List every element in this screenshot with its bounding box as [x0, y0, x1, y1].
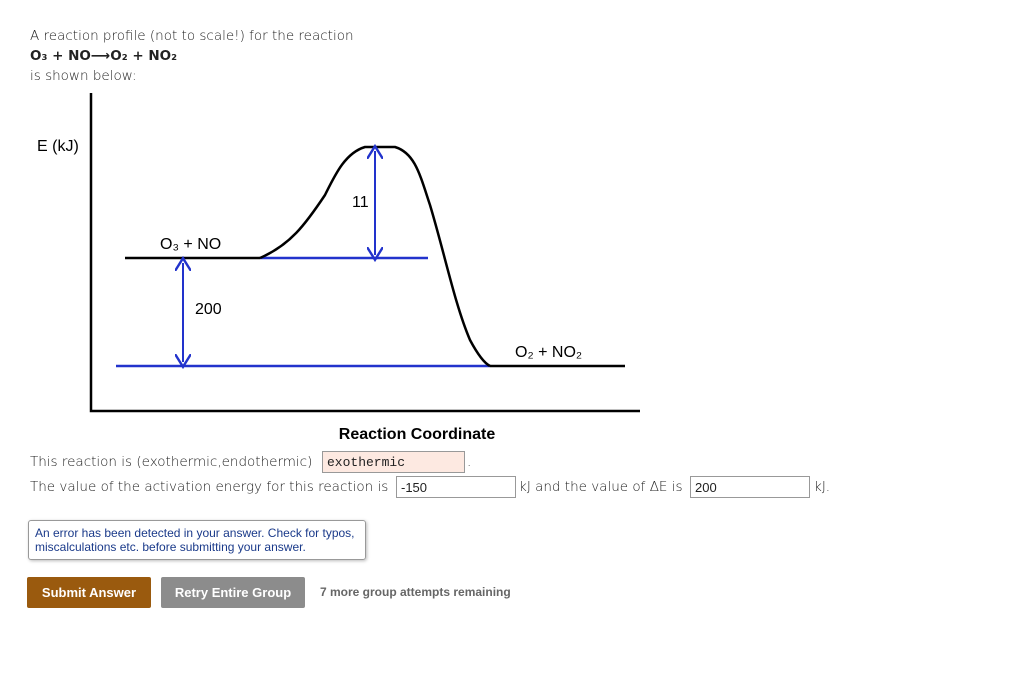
question-text: The value of the activation energy for t…	[30, 479, 389, 495]
intro-text: is shown below:	[30, 68, 137, 84]
reactants-label: O₃ + NO	[160, 236, 221, 253]
answer-input[interactable]: exothermic	[322, 451, 465, 473]
difference-label: 200	[195, 301, 222, 318]
products-label: O₂ + NO₂	[515, 344, 582, 361]
answer-input[interactable]: -150	[396, 476, 516, 498]
energy-curve	[259, 145, 491, 368]
answer-input[interactable]: 200	[690, 476, 810, 498]
question-text: kJ.	[814, 479, 831, 495]
question-text: This reaction is (exothermic,endothermic…	[30, 454, 313, 470]
question-text: kJ and the value of ΔE is	[519, 479, 683, 495]
intro-text: A reaction profile (not to scale!) for t…	[30, 28, 354, 44]
activation-label: 11	[352, 194, 369, 211]
y-axis-label: E (kJ)	[37, 138, 79, 155]
x-axis-label: Reaction Coordinate	[339, 426, 496, 443]
retry-button[interactable]: Retry Entire Group	[161, 577, 305, 608]
axes	[89, 93, 640, 413]
reaction-diagram: E (kJ) O₃ + NO 11 200 O₂ + NO₂ Reaction …	[37, 93, 640, 443]
attempts-text: 7 more group attempts remaining	[320, 585, 511, 599]
error-message: An error has been detected in your answe…	[28, 520, 366, 560]
question-text: .	[467, 454, 472, 470]
equation: O₃ + NO⟶O₂ + NO₂	[30, 48, 178, 64]
submit-button[interactable]: Submit Answer	[27, 577, 151, 608]
